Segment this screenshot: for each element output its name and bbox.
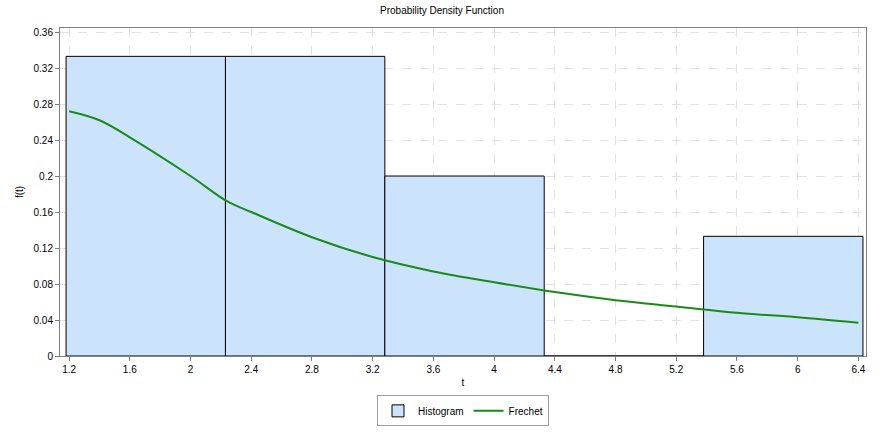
svg-text:2.8: 2.8: [305, 364, 319, 375]
svg-text:0.16: 0.16: [34, 207, 54, 218]
svg-text:0: 0: [47, 351, 53, 362]
svg-text:0.28: 0.28: [34, 99, 54, 110]
svg-text:5.2: 5.2: [669, 364, 683, 375]
svg-text:2.4: 2.4: [244, 364, 258, 375]
svg-text:4.8: 4.8: [609, 364, 623, 375]
svg-text:0.08: 0.08: [34, 279, 54, 290]
svg-text:0.2: 0.2: [39, 171, 53, 182]
svg-text:0.12: 0.12: [34, 243, 54, 254]
svg-text:1.6: 1.6: [123, 364, 137, 375]
svg-text:1.2: 1.2: [62, 364, 76, 375]
svg-text:Probability Density Function: Probability Density Function: [380, 5, 504, 16]
svg-text:0.32: 0.32: [34, 63, 54, 74]
svg-text:5.6: 5.6: [730, 364, 744, 375]
svg-text:t: t: [462, 377, 465, 388]
svg-text:6.4: 6.4: [851, 364, 865, 375]
svg-text:Histogram: Histogram: [418, 406, 464, 417]
svg-text:0.24: 0.24: [34, 135, 54, 146]
svg-text:3.2: 3.2: [366, 364, 380, 375]
svg-text:f(t): f(t): [14, 186, 25, 198]
svg-text:Frechet: Frechet: [509, 406, 543, 417]
svg-text:4.4: 4.4: [548, 364, 562, 375]
svg-text:0.36: 0.36: [34, 27, 54, 38]
svg-text:2: 2: [188, 364, 194, 375]
svg-text:0.04: 0.04: [34, 315, 54, 326]
svg-text:3.6: 3.6: [426, 364, 440, 375]
svg-text:4: 4: [491, 364, 497, 375]
svg-text:6: 6: [795, 364, 801, 375]
